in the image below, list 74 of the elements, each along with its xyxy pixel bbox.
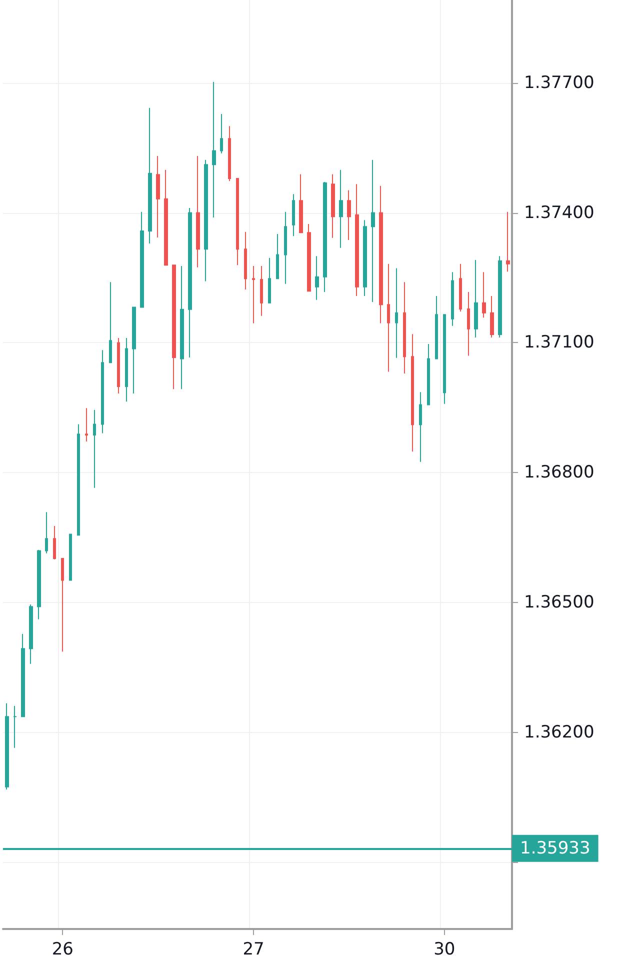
candlestick	[53, 526, 56, 560]
candlestick	[172, 264, 176, 390]
candlestick	[459, 263, 462, 312]
ref-line-label: 1.35933	[520, 838, 590, 858]
candlestick	[37, 549, 41, 620]
y-tick-label: 1.36200	[524, 722, 594, 743]
candlestick	[69, 534, 72, 582]
y-tick-label: 1.36800	[524, 462, 594, 483]
candlestick	[482, 272, 486, 318]
candlestick	[451, 272, 454, 326]
candlestick	[395, 268, 398, 358]
candlestick	[196, 155, 200, 268]
candlestick	[419, 392, 422, 462]
y-tick-label: 1.37700	[524, 72, 594, 93]
candlestick	[315, 256, 319, 300]
candlestick	[435, 295, 438, 360]
candlestick	[45, 512, 48, 554]
candlestick	[490, 295, 494, 338]
candlestick	[474, 259, 478, 338]
candlestick	[443, 314, 446, 404]
candlestick	[61, 558, 64, 652]
candlestick	[260, 266, 263, 316]
candlestick	[284, 211, 287, 284]
x-tick-label: 30	[434, 940, 456, 960]
candlestick	[276, 233, 279, 280]
candlestick	[77, 424, 80, 536]
candlestick	[125, 337, 128, 402]
candlestick	[212, 81, 216, 218]
candlestick	[101, 350, 104, 434]
candlestick	[467, 292, 470, 356]
candlestick	[5, 702, 9, 790]
candlestick	[506, 211, 510, 272]
candlestick	[109, 282, 112, 364]
candlestick	[268, 257, 271, 304]
candlestick	[220, 113, 223, 154]
candlestick	[140, 211, 144, 308]
candlestick	[252, 266, 255, 324]
candlestick	[21, 633, 25, 718]
candlestick	[164, 169, 168, 266]
candlestick	[228, 126, 231, 182]
candlestick	[204, 159, 208, 282]
candlestick	[347, 190, 351, 241]
candlestick	[331, 174, 335, 238]
candlestick	[363, 220, 367, 296]
candlestick	[292, 194, 295, 237]
candlestick	[236, 178, 239, 266]
candlestick	[387, 263, 390, 372]
candlestick	[307, 224, 311, 292]
y-tick-label: 1.37100	[524, 332, 594, 353]
candlestick	[323, 181, 327, 293]
x-tick-label: 27	[242, 940, 264, 960]
candlestick	[93, 409, 96, 488]
candlestick	[379, 185, 383, 324]
y-tick-label: 1.36500	[524, 592, 594, 613]
candlestick	[85, 408, 88, 442]
candlestick	[411, 334, 414, 452]
candlestick	[148, 107, 152, 244]
candlestick	[117, 337, 120, 394]
x-tick-label: 26	[52, 940, 74, 960]
candlestick	[403, 282, 406, 374]
y-tick-label: 1.37400	[524, 202, 594, 223]
candlestick	[299, 174, 303, 234]
candlestick	[29, 604, 33, 664]
candlestick	[427, 344, 430, 406]
candlestick	[244, 231, 247, 290]
candlestick	[13, 705, 17, 748]
candlestick	[355, 184, 359, 296]
candlestick	[339, 169, 343, 248]
candlestick	[371, 159, 375, 303]
candlestick	[498, 256, 502, 338]
candlestick	[132, 306, 136, 394]
candlestick	[156, 155, 160, 238]
candlestick	[180, 266, 184, 390]
candlestick	[188, 207, 192, 358]
